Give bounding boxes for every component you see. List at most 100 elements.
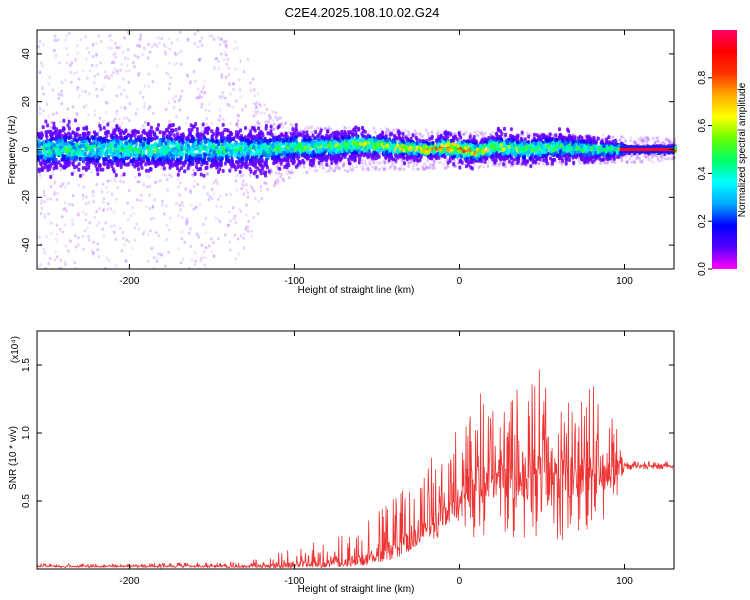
spectrogram-cell <box>173 100 177 104</box>
spectrogram-cell <box>102 209 105 213</box>
spectrogram-cell <box>385 130 388 134</box>
spectrogram-cell <box>67 249 70 253</box>
spectrogram-cell <box>65 47 68 50</box>
spectrogram-cell <box>247 229 250 233</box>
spectrogram-cell <box>59 168 62 172</box>
spectrogram-cell <box>104 221 107 225</box>
spectrogram-cell <box>175 202 178 206</box>
spectrogram-cell <box>162 43 166 47</box>
spectrogram-cell <box>143 46 146 50</box>
spectrogram-cell <box>113 179 117 183</box>
spectrogram-cell <box>310 130 314 134</box>
spectrogram-cell <box>276 177 279 181</box>
spectrogram-cell <box>177 99 180 103</box>
spectrogram-cell <box>343 168 347 172</box>
spectrogram-cell <box>148 50 152 54</box>
spectrogram-cell <box>123 36 126 40</box>
spectrogram-cell <box>667 156 670 160</box>
spectrogram-cell <box>265 108 268 112</box>
spectrogram-cell <box>136 180 139 184</box>
spectrogram-cell <box>329 127 332 131</box>
spectrogram-cell <box>463 132 466 136</box>
spectrogram-cell <box>309 126 312 130</box>
spectrogram-cell <box>374 166 377 169</box>
spectrogram-cell <box>242 236 245 240</box>
spectrogram-cell <box>527 163 530 167</box>
spectrogram-cell <box>75 111 78 115</box>
spectrogram-cell <box>192 185 196 189</box>
spectrogram-cell <box>256 212 260 216</box>
spectrogram-cell <box>132 61 135 65</box>
spectrogram-cell <box>208 34 212 38</box>
spectrogram-cell <box>70 80 73 84</box>
spectrogram-cell <box>150 45 154 48</box>
spectrogram-cell <box>376 161 379 165</box>
spectrogram-cell <box>323 127 327 131</box>
spectrogram-cell <box>407 164 410 168</box>
spectrogram-cell <box>637 156 640 160</box>
spectrogram-cell <box>208 244 211 248</box>
spectrogram-cell <box>60 89 63 93</box>
spectrogram-cell <box>614 161 617 165</box>
spectrogram-cell <box>38 106 42 110</box>
spectrogram-cell <box>192 168 195 172</box>
spectrogram-cell <box>552 133 555 137</box>
spectrogram-cell <box>290 168 294 172</box>
spectrogram-cell <box>118 46 121 50</box>
spectrogram-cell <box>259 104 262 108</box>
spectrogram-cell <box>205 172 208 176</box>
spectrogram-cell <box>82 247 85 251</box>
spectrogram-cell <box>644 154 647 158</box>
spectrogram-cell <box>210 250 213 253</box>
spectrogram-cell <box>86 76 89 80</box>
spectrogram-cell <box>651 160 654 164</box>
spectrogram-cell <box>192 207 196 211</box>
spectrogram-cell <box>164 50 167 54</box>
spectrogram-cell <box>76 44 79 48</box>
spectrogram-cell <box>239 95 242 99</box>
spectrogram-cell <box>443 166 446 170</box>
spectrogram-cell <box>57 96 61 100</box>
spectrogram-cell <box>305 170 308 174</box>
spectrogram-cell <box>169 76 173 79</box>
spectrogram-cell <box>238 78 241 82</box>
spectrogram-cell <box>180 230 184 234</box>
spectrogram-cell <box>638 157 642 161</box>
spectrogram-cell <box>84 35 87 39</box>
spectrogram-cell <box>228 210 231 214</box>
spectrogram-cell <box>147 85 150 89</box>
spectrogram-cell <box>427 131 430 135</box>
spectrogram-cell <box>628 157 632 161</box>
spectrogram-cell <box>66 107 69 111</box>
spectrogram-cell <box>668 141 671 145</box>
spectrogram-cell <box>650 153 654 156</box>
spectrogram-cell <box>637 137 641 141</box>
spectrogram-cell <box>278 116 281 120</box>
spectrogram-cell <box>174 53 178 57</box>
spectrogram-cell <box>164 174 168 178</box>
spectrogram-cell <box>217 59 220 63</box>
spectrogram-cell <box>176 61 179 65</box>
spectrogram-cell <box>210 197 214 200</box>
spectrogram-cell <box>119 179 122 183</box>
spectrogram-cell <box>316 127 320 130</box>
spectrogram-cell <box>96 72 99 76</box>
spectrogram-cell <box>82 185 85 189</box>
spectrogram-cell <box>65 209 68 213</box>
spectrogram-cell <box>50 121 53 125</box>
spectrogram-cell <box>175 115 178 119</box>
spectrogram-cell <box>189 123 193 128</box>
spectrogram-cell <box>185 222 188 226</box>
spectrogram-cell <box>114 238 117 241</box>
spectrogram-cell <box>228 83 232 87</box>
spectrogram-cell <box>486 165 490 169</box>
spectrogram-cell <box>644 135 647 139</box>
spectrogram-cell <box>225 62 228 66</box>
spectrogram-cell <box>272 127 276 131</box>
spectrogram-cell <box>218 95 222 99</box>
spectrogram-cell <box>280 123 283 127</box>
spectrogram-cell <box>513 161 517 165</box>
spectrogram-cell <box>116 186 119 189</box>
spectrogram-cell <box>432 159 436 163</box>
spectrogram-cell <box>115 94 118 98</box>
